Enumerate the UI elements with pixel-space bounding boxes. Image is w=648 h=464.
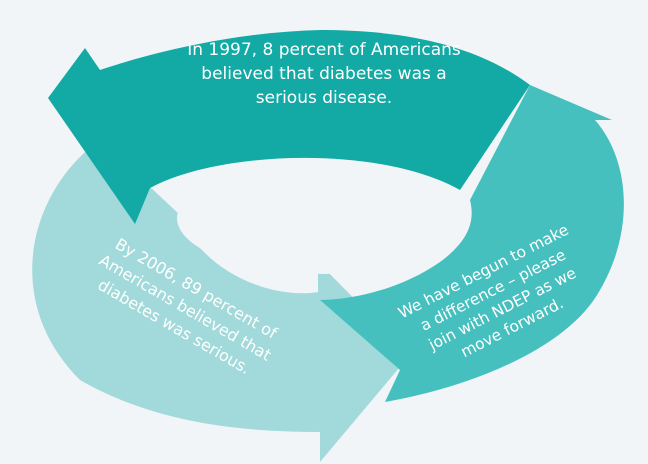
center-hole [177, 162, 469, 274]
segment-top-line-1: In 1997, 8 percent of Americans [187, 40, 461, 60]
segment-right-arrow [320, 85, 624, 402]
segment-left-arrow [32, 140, 410, 462]
segment-top-text: In 1997, 8 percent of Americans believed… [187, 38, 461, 110]
segment-top-line-2: believed that diabetes was a [201, 64, 447, 84]
segment-top-arrow [48, 30, 530, 224]
segment-top-line-3: serious disease. [255, 88, 393, 108]
